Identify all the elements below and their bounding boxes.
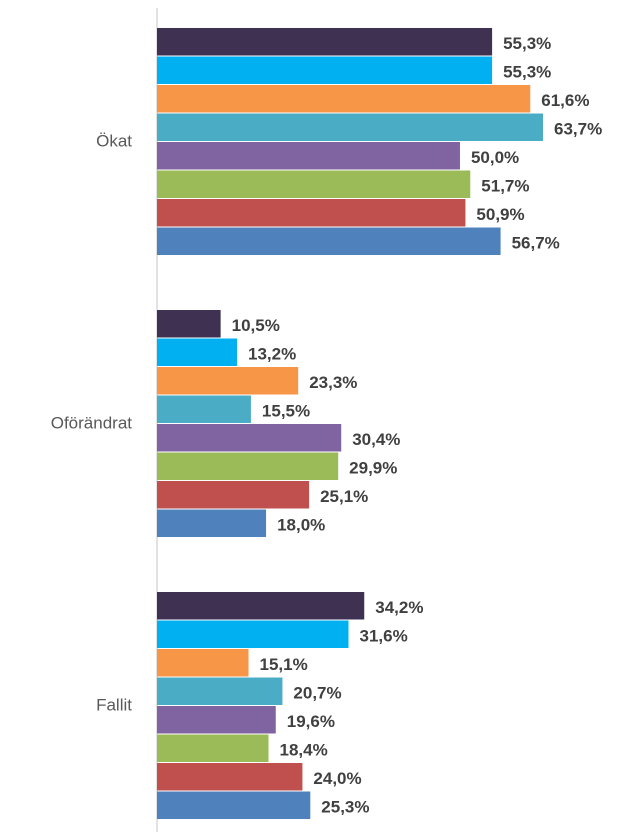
value-label: 63,7% <box>554 120 602 139</box>
bar <box>157 85 531 113</box>
value-label: 23,3% <box>309 373 357 392</box>
bar <box>157 170 471 198</box>
value-label: 55,3% <box>503 63 551 82</box>
value-label: 25,3% <box>321 798 369 817</box>
bar <box>157 338 237 366</box>
value-label: 13,2% <box>248 345 296 364</box>
value-label: 25,1% <box>320 487 368 506</box>
value-label: 18,4% <box>279 741 327 760</box>
value-label: 15,5% <box>262 402 310 421</box>
bar <box>157 791 311 819</box>
category-label: Ökat <box>96 131 132 150</box>
value-label: 50,0% <box>471 148 519 167</box>
value-label: 51,7% <box>481 177 529 196</box>
bar <box>157 706 276 734</box>
bar <box>157 28 493 56</box>
bar <box>157 649 249 677</box>
bar <box>157 199 466 227</box>
category-label: Oförändrat <box>51 413 133 432</box>
bar <box>157 310 221 338</box>
value-label: 30,4% <box>352 430 400 449</box>
bar <box>157 509 267 537</box>
value-label: 56,7% <box>512 234 560 253</box>
value-label: 55,3% <box>503 34 551 53</box>
bar <box>157 592 365 620</box>
bar <box>157 763 303 791</box>
bar <box>157 620 349 648</box>
value-label: 24,0% <box>313 769 361 788</box>
bar <box>157 227 501 255</box>
value-label: 10,5% <box>232 316 280 335</box>
bar <box>157 367 299 395</box>
value-label: 61,6% <box>541 91 589 110</box>
bar <box>157 452 339 480</box>
value-label: 20,7% <box>293 684 341 703</box>
bar <box>157 395 251 423</box>
value-label: 15,1% <box>260 655 308 674</box>
value-label: 50,9% <box>476 205 524 224</box>
bar <box>157 424 342 452</box>
value-label: 29,9% <box>349 459 397 478</box>
category-label: Fallit <box>96 695 132 714</box>
bar <box>157 113 543 141</box>
bar <box>157 56 493 84</box>
value-label: 34,2% <box>375 598 423 617</box>
value-label: 19,6% <box>287 712 335 731</box>
bar <box>157 677 283 705</box>
bar <box>157 481 310 509</box>
bar <box>157 142 460 170</box>
bar <box>157 734 269 762</box>
value-label: 31,6% <box>359 627 407 646</box>
value-label: 18,0% <box>277 516 325 535</box>
